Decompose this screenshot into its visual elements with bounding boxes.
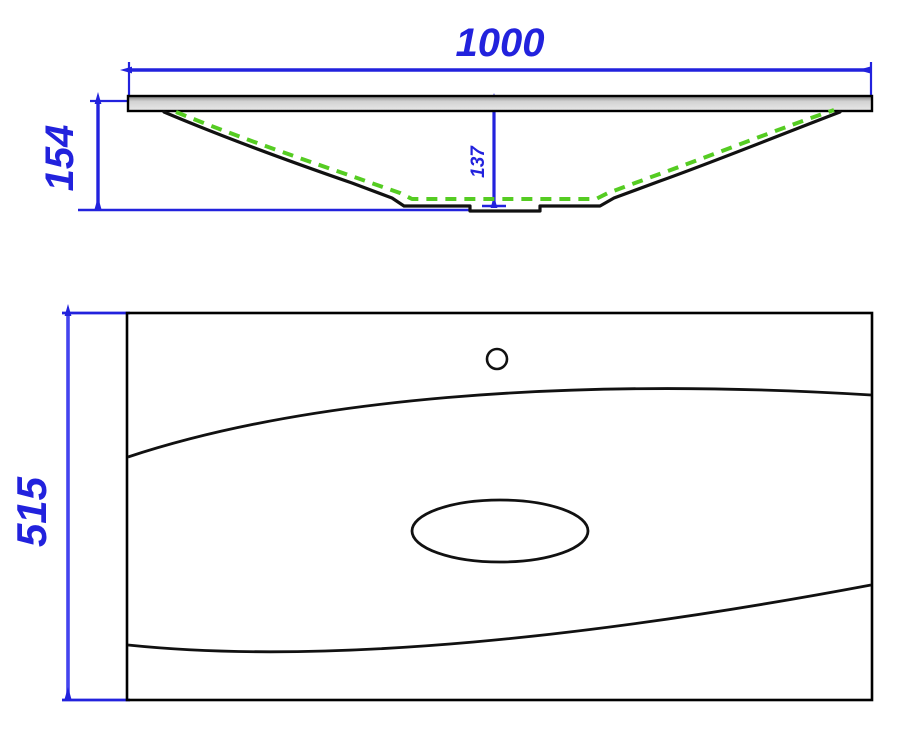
front-section-view xyxy=(78,62,874,213)
dimension-label-overall-depth: 515 xyxy=(8,476,55,547)
top-plan-view xyxy=(62,304,874,702)
drain-hole xyxy=(410,498,590,564)
basin-guide-line xyxy=(175,108,835,201)
dimension-overall-height xyxy=(78,92,470,212)
basin-section-profile xyxy=(162,110,842,213)
counter-slab xyxy=(126,94,874,113)
dimension-label-overall-height: 154 xyxy=(38,125,82,192)
dimension-label-overall-width: 1000 xyxy=(456,21,545,65)
basin-edge-upper xyxy=(127,387,872,459)
faucet-hole xyxy=(485,347,509,371)
basin-edge-lower xyxy=(127,583,872,654)
countertop-outline xyxy=(125,311,874,702)
dimension-label-basin-depth: 137 xyxy=(468,145,489,178)
dimension-overall-depth xyxy=(62,304,130,702)
